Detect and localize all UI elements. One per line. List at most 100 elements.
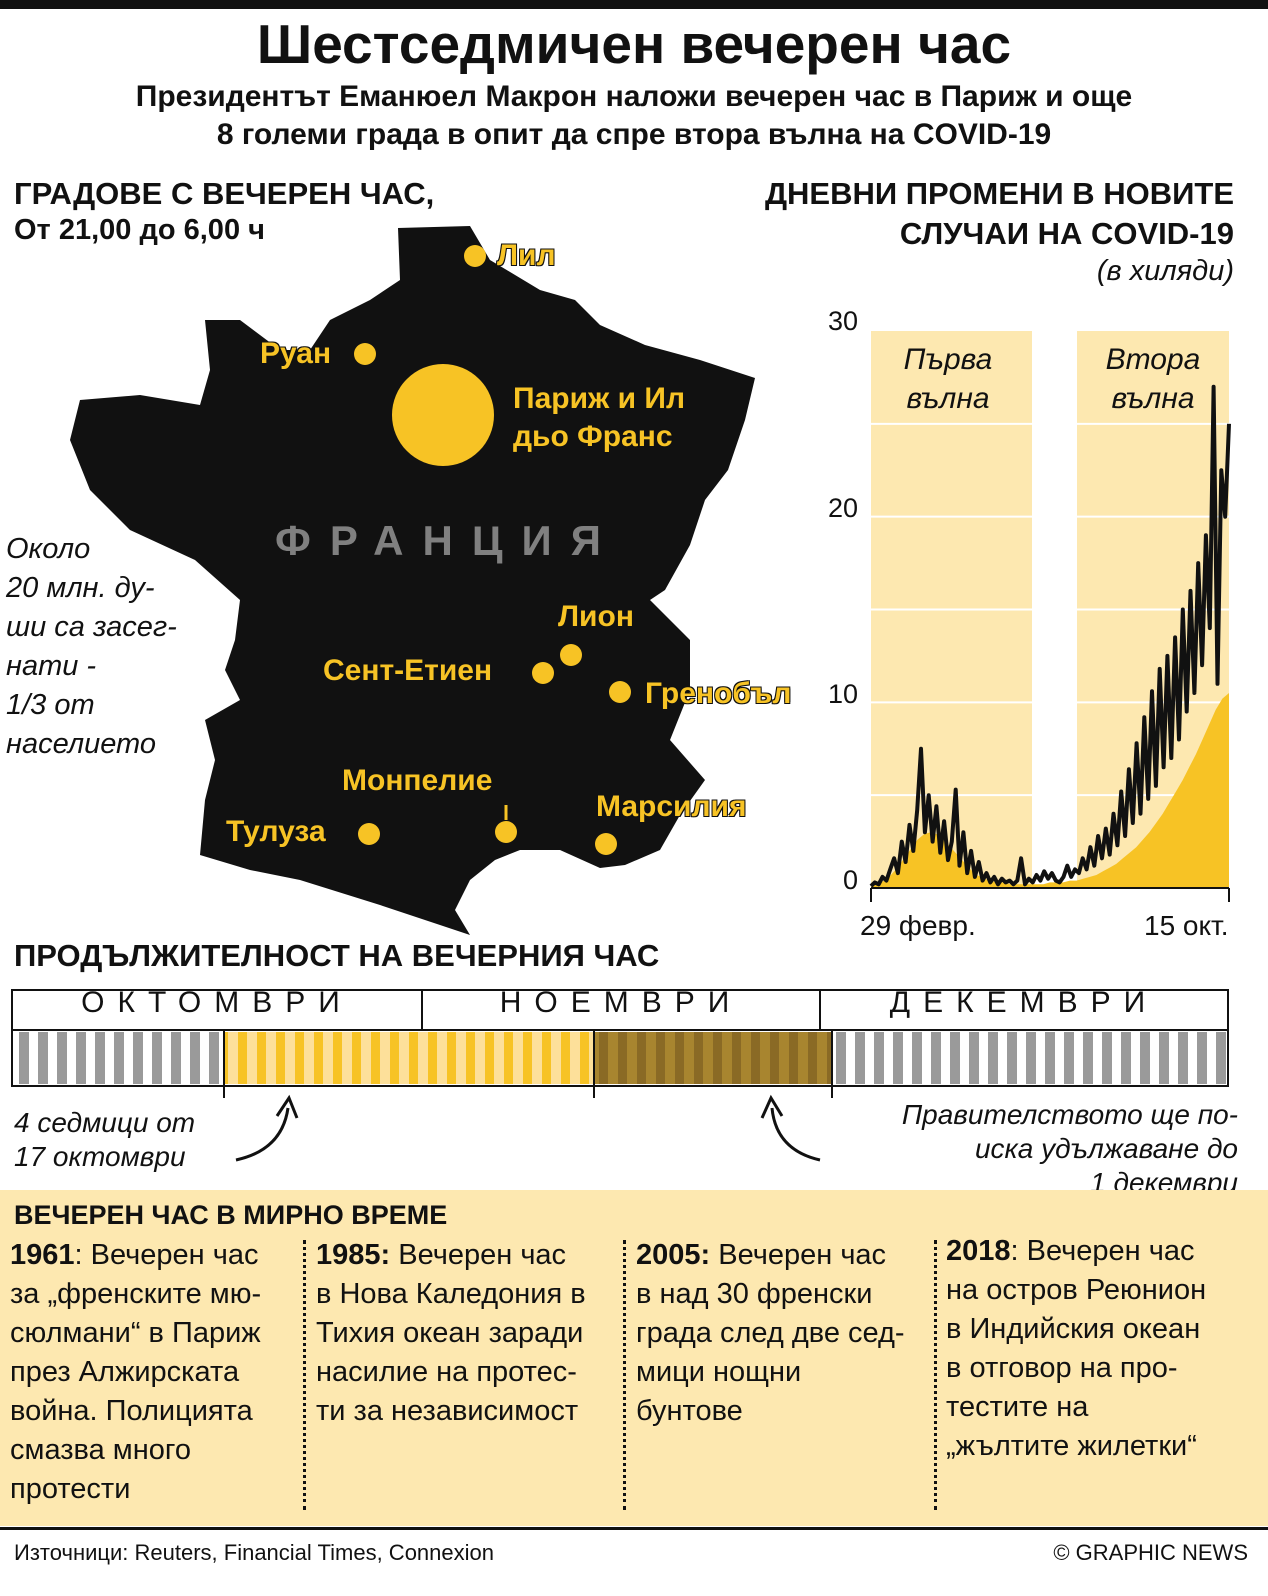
y-tick-30: 30 (827, 306, 858, 336)
column-divider (303, 1240, 306, 1510)
map-title: ГРАДОВЕ С ВЕЧЕРЕН ЧАС, (14, 176, 435, 211)
item-line: мици нощни (636, 1356, 802, 1388)
month-november: НОЕМВРИ (499, 986, 743, 1019)
first-wave-label: Първа вълна (873, 340, 1023, 418)
item-line: бунтове (636, 1395, 743, 1427)
wave-label-line: вълна (1111, 382, 1195, 415)
city-label-grenoble: Гренобъл (645, 677, 792, 710)
city-label-lyon: Лион (558, 600, 634, 633)
timeline-extension-period (594, 1032, 832, 1084)
item-line: Вечерен час (390, 1239, 567, 1271)
chart-title: ДНЕВНИ ПРОМЕНИ В НОВИТЕ СЛУЧАИ НА COVID-… (765, 174, 1234, 254)
rouen-marker (354, 343, 376, 365)
item-line: на остров Реюнион (946, 1274, 1207, 1306)
timeline-note-right: Правителството ще по- иска удължаване до… (902, 1098, 1238, 1200)
item-line: Вечерен час (1018, 1235, 1195, 1267)
item-year: 1961 (10, 1239, 75, 1271)
timeline-before-curfew (14, 1032, 224, 1084)
arrow-right-icon (770, 1107, 821, 1162)
city-label-lille: Лил (497, 239, 556, 272)
city-label-saint-etienne: Сент-Етиен (323, 654, 493, 687)
item-line: насилие на протес- (316, 1356, 577, 1388)
note-line: 20 млн. ду- (6, 572, 155, 604)
item-line: Вечерен час (82, 1239, 259, 1271)
marseille-marker (595, 833, 617, 855)
note-line: нати - (6, 650, 97, 682)
item-line: протести (10, 1473, 131, 1505)
item-line: смазва много (10, 1434, 191, 1466)
item-year: 2005 (636, 1239, 701, 1271)
chart-unit: (в хиляди) (1096, 255, 1234, 287)
item-line: в Нова Каледония в (316, 1278, 586, 1310)
chart-title-line-1: ДНЕВНИ ПРОМЕНИ В НОВИТЕ (764, 176, 1234, 211)
item-line: ти за независимост (316, 1395, 579, 1427)
grenoble-marker (609, 681, 631, 703)
item-line: тестите на (946, 1391, 1089, 1423)
peacetime-item-2018: 2018: Вечерен час на остров Реюнион в Ин… (946, 1232, 1206, 1466)
note-line: иска удължаване до (974, 1133, 1238, 1164)
curfew-timeline (11, 989, 1229, 1162)
item-line: „жълтите жилетки“ (946, 1430, 1197, 1462)
peacetime-item-1985: 1985: Вечерен час в Нова Каледония в Тих… (316, 1236, 586, 1431)
wave-label-line: вълна (906, 382, 990, 415)
city-label-marseille: Марсилия (596, 790, 747, 823)
y-tick-20: 20 (827, 493, 858, 523)
peacetime-panel (0, 1190, 1268, 1526)
arrow-left-head-icon (275, 1094, 299, 1119)
subtitle-line-1: Президентът Еманюел Макрон наложи вечере… (135, 80, 1133, 113)
item-line: сюлмани“ в Париж (10, 1317, 261, 1349)
city-label-toulouse: Тулуза (226, 815, 326, 848)
item-year: 1985 (316, 1239, 381, 1271)
city-label-rouen: Руан (260, 337, 332, 370)
footer-rule (0, 1527, 1268, 1530)
arrow-left-icon (235, 1107, 290, 1162)
country-label: ФРАНЦИЯ (275, 517, 620, 564)
month-october: ОКТОМВРИ (81, 986, 353, 1019)
lille-marker (464, 245, 486, 267)
daily-cases-line (869, 384, 1231, 888)
item-line: града след две сед- (636, 1317, 905, 1349)
note-line: Около (6, 533, 91, 565)
france-shape (70, 226, 755, 935)
subtitle-line-2: 8 големи града в опит да спре втора вълн… (216, 118, 1052, 151)
note-line: 1/3 от (6, 689, 95, 721)
y-tick-0: 0 (842, 865, 858, 895)
toulouse-marker (358, 823, 380, 845)
seven-day-average-area (871, 693, 1229, 888)
x-label-start: 29 февр. (860, 910, 976, 941)
peacetime-item-2005: 2005: Вечерен час в над 30 френски града… (636, 1236, 905, 1431)
arrow-right-head-icon (760, 1094, 784, 1119)
credit: © GRAPHIC NEWS (1053, 1540, 1248, 1565)
item-sep: : (380, 1239, 391, 1271)
saint-etienne-marker (532, 662, 554, 684)
peacetime-item-1961: 1961: Вечерен час за „френските мю- сюлм… (10, 1236, 261, 1509)
covid-chart (869, 331, 1231, 902)
montpellier-marker (495, 821, 517, 843)
wave-label-line: Първа (903, 343, 993, 376)
month-december: ДЕКЕМВРИ (889, 986, 1159, 1019)
item-line: война. Полицията (10, 1395, 253, 1427)
item-line: в Индийския океан (946, 1313, 1201, 1345)
second-wave-label: Втора вълна (1078, 340, 1228, 418)
y-tick-10: 10 (827, 679, 858, 709)
item-line: в над 30 френски (636, 1278, 873, 1310)
column-divider (623, 1240, 626, 1510)
item-sep: : (74, 1239, 83, 1271)
top-rule (0, 0, 1268, 9)
item-year: 2018 (946, 1235, 1011, 1267)
x-label-end: 15 окт. (1144, 910, 1229, 941)
city-label-montpellier: Монпелие (342, 764, 493, 797)
lyon-marker (560, 644, 582, 666)
item-sep: : (700, 1239, 711, 1271)
column-divider (934, 1240, 937, 1510)
item-line: за „френските мю- (10, 1278, 262, 1310)
note-line: ши са засег- (6, 611, 177, 643)
city-label-paris-2: дьо Франс (513, 420, 673, 453)
france-map (70, 226, 755, 935)
wave-label-line: Втора (1105, 343, 1201, 376)
item-line: през Алжирската (10, 1356, 240, 1388)
item-line: Вечерен час (710, 1239, 887, 1271)
note-line: Правителството ще по- (901, 1099, 1238, 1130)
timeline-title: ПРОДЪЛЖИТЕЛНОСТ НА ВЕЧЕРНИЯ ЧАС (14, 938, 660, 973)
item-line: в отговор на про- (946, 1352, 1178, 1384)
